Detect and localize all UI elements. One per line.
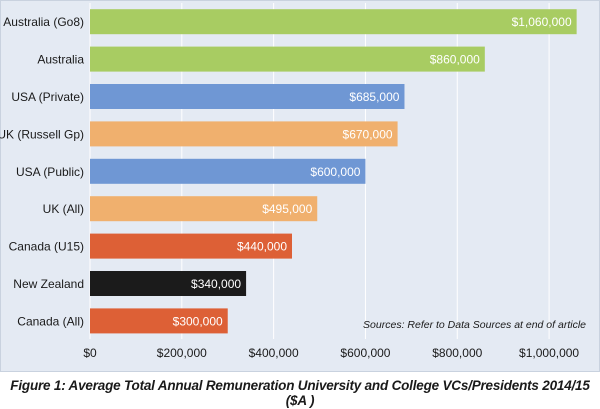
category-label: Australia [37, 53, 84, 67]
category-label: UK (All) [43, 202, 84, 216]
x-tick-label: $200,000 [157, 346, 207, 360]
value-label: $1,060,000 [512, 15, 572, 29]
bar [90, 196, 318, 222]
bar [90, 271, 247, 296]
bar [90, 121, 398, 147]
bar [90, 46, 485, 72]
category-label: New Zealand [13, 277, 84, 291]
bar [90, 9, 577, 35]
value-label: $340,000 [191, 277, 241, 291]
category-label: Canada (All) [17, 314, 84, 328]
value-label: $860,000 [430, 53, 480, 67]
value-label: $440,000 [237, 240, 287, 254]
category-label: UK (Russell Gp) [0, 127, 84, 141]
value-label: $495,000 [262, 202, 312, 216]
category-label: Australia (Go8) [3, 15, 84, 29]
bar [90, 308, 228, 334]
category-label: USA (Private) [11, 90, 84, 104]
bar [90, 233, 292, 259]
value-label: $300,000 [173, 314, 223, 328]
value-label: $670,000 [343, 127, 393, 141]
x-tick-label: $1,000,000 [519, 346, 579, 360]
category-label: USA (Public) [16, 165, 84, 179]
figure-caption: Figure 1: Average Total Annual Remunerat… [10, 378, 590, 408]
bar [90, 84, 405, 109]
category-label: Canada (U15) [9, 240, 84, 254]
sources-note: Sources: Refer to Data Sources at end of… [363, 319, 586, 331]
x-tick-label: $600,000 [340, 346, 390, 360]
bar [90, 158, 366, 184]
x-tick-label: $0 [83, 346, 97, 360]
x-tick-label: $800,000 [432, 346, 482, 360]
value-label: $600,000 [310, 165, 360, 179]
labels: $0 $200,000 $400,000 $600,000 $800,000 $1,000… [0, 15, 579, 360]
bar-chart: $0 $200,000 $400,000 $600,000 $800,000 $1,000… [0, 3, 586, 360]
x-tick-label: $400,000 [249, 346, 299, 360]
value-label: $685,000 [349, 90, 399, 104]
bars [90, 9, 577, 334]
